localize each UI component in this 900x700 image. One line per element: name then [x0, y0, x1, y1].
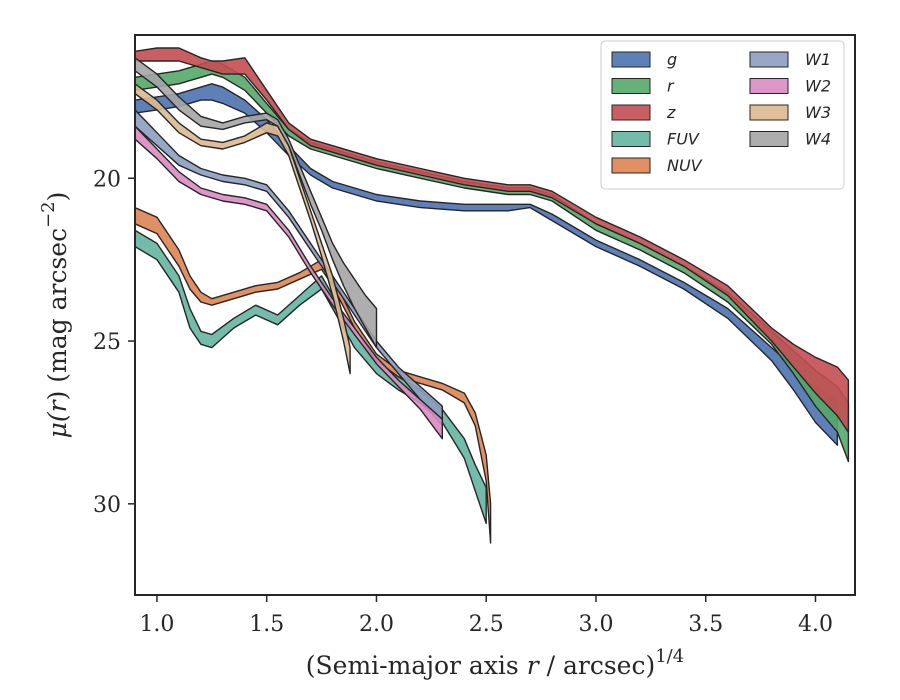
x-tick-label: 1.5 [249, 612, 284, 637]
x-tick-label: 2.0 [359, 612, 394, 637]
legend-label: W3 [805, 103, 831, 122]
legend-swatch [749, 104, 789, 121]
legend-label: g [667, 50, 677, 69]
legend-swatch [611, 51, 651, 68]
legend-item-fuv: FUV [611, 130, 700, 149]
legend-swatch [749, 131, 789, 147]
legend-item-w2: W2 [749, 77, 831, 96]
series-band-w3 [135, 83, 351, 375]
legend-item-z: z [611, 103, 676, 122]
legend-item-r: r [611, 77, 675, 96]
x-tick-label: 2.5 [469, 612, 504, 637]
series-band-w2 [135, 125, 443, 440]
series-band-g [135, 83, 839, 446]
legend: grz FUV NUV W1 W2 W3 W4 [600, 40, 845, 190]
x-axis-label: (Semi-major axis r / arcsec)1/4 [306, 646, 684, 680]
legend-label: NUV [667, 156, 703, 175]
legend-swatch [749, 51, 789, 68]
y-tick-label: 25 [93, 330, 121, 355]
legend-item-w1: W1 [749, 50, 831, 69]
legend-item-w3: W3 [749, 103, 831, 122]
legend-swatch [611, 104, 651, 121]
y-axis-ticks: 20 25 30 [93, 167, 135, 518]
legend-item-nuv: NUV [611, 156, 703, 175]
legend-item-g: g [611, 50, 677, 69]
series-band-fuv [135, 229, 487, 525]
y-tick-label: 20 [93, 167, 121, 192]
legend-label: W2 [805, 77, 831, 96]
legend-label: W4 [805, 130, 831, 149]
series-band-nuv [135, 206, 492, 544]
legend-swatch [749, 78, 789, 94]
x-tick-label: 3.5 [688, 612, 723, 637]
legend-label: z [666, 103, 676, 122]
plot-frame [134, 34, 856, 596]
legend-label: FUV [667, 130, 700, 149]
legend-label: r [667, 77, 675, 96]
legend-item-w4: W4 [749, 130, 831, 149]
legend-swatch [611, 78, 651, 94]
y-tick-label: 30 [93, 493, 121, 518]
y-axis-label: μ(r) (mag arcsec−2) [38, 192, 72, 439]
x-tick-label: 4.0 [798, 612, 833, 637]
series-band-z [135, 47, 850, 433]
legend-swatch [611, 131, 651, 147]
legend-swatch [611, 157, 651, 174]
x-axis-ticks: 1.0 1.5 2.0 2.5 3.0 3.5 4.0 [139, 595, 833, 637]
plot-areas [135, 47, 850, 544]
series-band-w4 [135, 57, 378, 349]
x-tick-label: 3.0 [578, 612, 613, 637]
x-tick-label: 1.0 [139, 612, 174, 637]
legend-label: W1 [805, 50, 831, 69]
